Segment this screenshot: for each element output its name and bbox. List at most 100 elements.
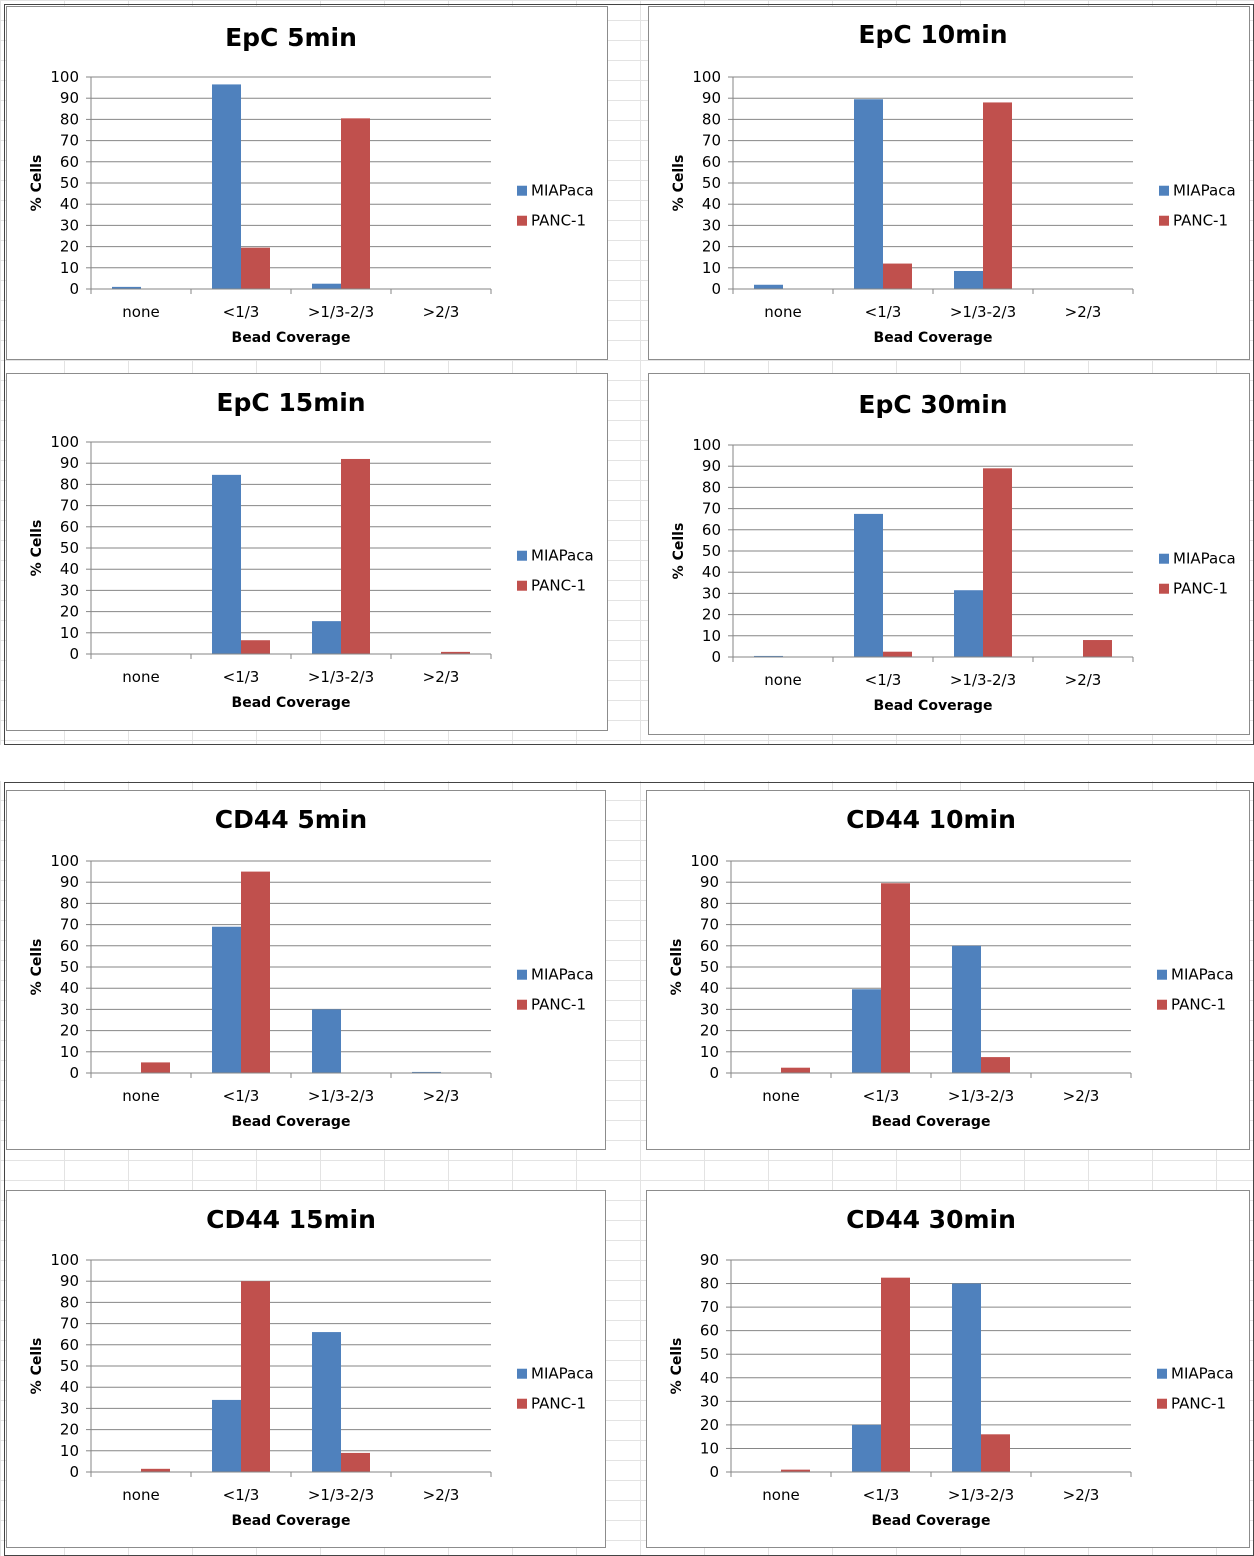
bar-miapaca-3 [412, 1071, 441, 1073]
y-tick-label: 0 [69, 1463, 79, 1481]
y-tick-label: 70 [60, 132, 79, 150]
x-tick-label: >2/3 [423, 1486, 460, 1504]
legend-swatch-panc-1 [517, 215, 527, 226]
y-tick-label: 90 [60, 89, 79, 107]
legend-label-miapaca: MIAPaca [1171, 966, 1234, 984]
x-tick-label: >1/3-2/3 [950, 303, 1016, 321]
chart-title: EpC 5min [225, 23, 357, 52]
y-tick-label: 100 [50, 433, 79, 451]
y-tick-label: 70 [702, 500, 721, 518]
chart-svg: 0 10 20 30 40 50 60 70 80 90 100 none <1/3 >1/3-2/3 >2… [669, 852, 1234, 1130]
chart-panel[interactable]: CD44 5min 0 10 20 30 40 50 60 70 80 90 100 none <1/3 >… [6, 790, 606, 1150]
y-tick-label: 40 [60, 979, 79, 997]
x-tick-label: <1/3 [223, 668, 260, 686]
chart-panel[interactable]: CD44 30min 0 10 20 30 40 50 60 70 80 90 none <1/3 >1/… [646, 1190, 1250, 1548]
legend-label-panc-1: PANC-1 [1171, 996, 1226, 1014]
bar-panc-1-2 [983, 102, 1012, 289]
x-axis-title: Bead Coverage [232, 1513, 351, 1529]
y-tick-label: 40 [702, 563, 721, 581]
y-tick-label: 10 [60, 1043, 79, 1061]
bar-miapaca-2 [312, 1332, 341, 1472]
legend-swatch-miapaca [517, 969, 527, 980]
x-tick-label: >2/3 [1063, 1087, 1100, 1105]
y-tick-label: 10 [702, 627, 721, 645]
y-tick-label: 10 [60, 1442, 79, 1460]
y-axis-title: % Cells [29, 520, 45, 577]
x-axis-title: Bead Coverage [872, 1114, 991, 1130]
y-tick-label: 10 [60, 624, 79, 642]
y-tick-label: 20 [60, 1421, 79, 1439]
bar-panc-1-2 [983, 468, 1012, 657]
x-tick-label: <1/3 [865, 671, 902, 689]
y-tick-label: 10 [700, 1043, 719, 1061]
bar-panc-1-0 [781, 1067, 810, 1073]
y-tick-label: 70 [702, 132, 721, 150]
bar-miapaca-0 [112, 286, 141, 289]
y-tick-label: 70 [60, 497, 79, 515]
y-tick-label: 60 [60, 153, 79, 171]
bar-panc-1-1 [883, 263, 912, 289]
y-tick-label: 20 [60, 603, 79, 621]
x-tick-label: <1/3 [223, 303, 260, 321]
y-tick-label: 20 [702, 606, 721, 624]
y-tick-label: 10 [700, 1439, 719, 1457]
y-tick-label: 90 [60, 1272, 79, 1290]
bar-panc-1-1 [241, 871, 270, 1073]
chart-panel[interactable]: CD44 15min 0 10 20 30 40 50 60 70 80 90 100 none <1/3… [6, 1190, 606, 1548]
bar-miapaca-1 [212, 84, 241, 289]
bar-miapaca-1 [854, 513, 883, 657]
y-tick-label: 90 [702, 457, 721, 475]
x-tick-label: >1/3-2/3 [308, 1486, 374, 1504]
x-axis-title: Bead Coverage [232, 330, 351, 346]
x-tick-label: <1/3 [865, 303, 902, 321]
y-tick-label: 0 [709, 1064, 719, 1082]
y-tick-label: 60 [702, 521, 721, 539]
y-tick-label: 60 [60, 518, 79, 536]
bar-miapaca-0 [754, 284, 783, 289]
chart-svg: 0 10 20 30 40 50 60 70 80 90 100 none <1/3 >1/3-2/3 >2… [671, 68, 1236, 346]
chart-svg: 0 10 20 30 40 50 60 70 80 90 none <1/3 >1/3-2/3 >2/3 B… [669, 1251, 1234, 1529]
group-separator [0, 745, 1254, 781]
chart-panel[interactable]: CD44 10min 0 10 20 30 40 50 60 70 80 90 100 none <1/3… [646, 790, 1250, 1150]
legend-swatch-miapaca [517, 185, 527, 196]
bar-panc-1-1 [881, 1277, 910, 1472]
legend-swatch-miapaca [1159, 185, 1169, 196]
y-tick-label: 100 [690, 852, 719, 870]
y-tick-label: 90 [60, 454, 79, 472]
bar-panc-1-3 [441, 651, 470, 654]
x-tick-label: >2/3 [1065, 671, 1102, 689]
y-axis-title: % Cells [671, 155, 687, 212]
y-tick-label: 20 [700, 1416, 719, 1434]
x-tick-label: >1/3-2/3 [308, 303, 374, 321]
chart-panel[interactable]: EpC 15min 0 10 20 30 40 50 60 70 80 90 100 none <1/3 >… [6, 373, 608, 731]
legend-label-miapaca: MIAPaca [1171, 1365, 1234, 1383]
bar-panc-1-1 [241, 1281, 270, 1472]
chart-panel[interactable]: EpC 5min 0 10 20 30 40 50 60 70 80 90 100 none <1/3 >1… [6, 6, 608, 360]
y-tick-label: 80 [60, 1293, 79, 1311]
bar-miapaca-1 [212, 474, 241, 654]
legend-swatch-panc-1 [1159, 583, 1169, 594]
y-tick-label: 40 [702, 195, 721, 213]
y-tick-label: 80 [702, 110, 721, 128]
x-tick-label: >2/3 [423, 668, 460, 686]
y-tick-label: 80 [702, 478, 721, 496]
bar-panc-1-2 [981, 1434, 1010, 1472]
legend-swatch-miapaca [1157, 1368, 1167, 1379]
bar-miapaca-2 [954, 590, 983, 657]
x-tick-label: >2/3 [1063, 1486, 1100, 1504]
legend-swatch-panc-1 [517, 1398, 527, 1409]
bar-miapaca-1 [852, 1424, 881, 1472]
x-tick-label: none [122, 668, 159, 686]
bar-miapaca-2 [312, 1009, 341, 1073]
bar-panc-1-2 [341, 458, 370, 654]
y-tick-label: 30 [700, 1392, 719, 1410]
y-tick-label: 50 [60, 539, 79, 557]
chart-panel[interactable]: EpC 10min 0 10 20 30 40 50 60 70 80 90 100 none <1/3 >… [648, 6, 1250, 360]
bar-panc-1-3 [1083, 640, 1112, 657]
legend-label-miapaca: MIAPaca [531, 547, 594, 565]
y-tick-label: 40 [60, 560, 79, 578]
x-tick-label: none [764, 671, 801, 689]
y-tick-label: 60 [702, 153, 721, 171]
chart-panel[interactable]: EpC 30min 0 10 20 30 40 50 60 70 80 90 100 none <1/3 >… [648, 373, 1250, 735]
legend-label-panc-1: PANC-1 [1173, 580, 1228, 598]
